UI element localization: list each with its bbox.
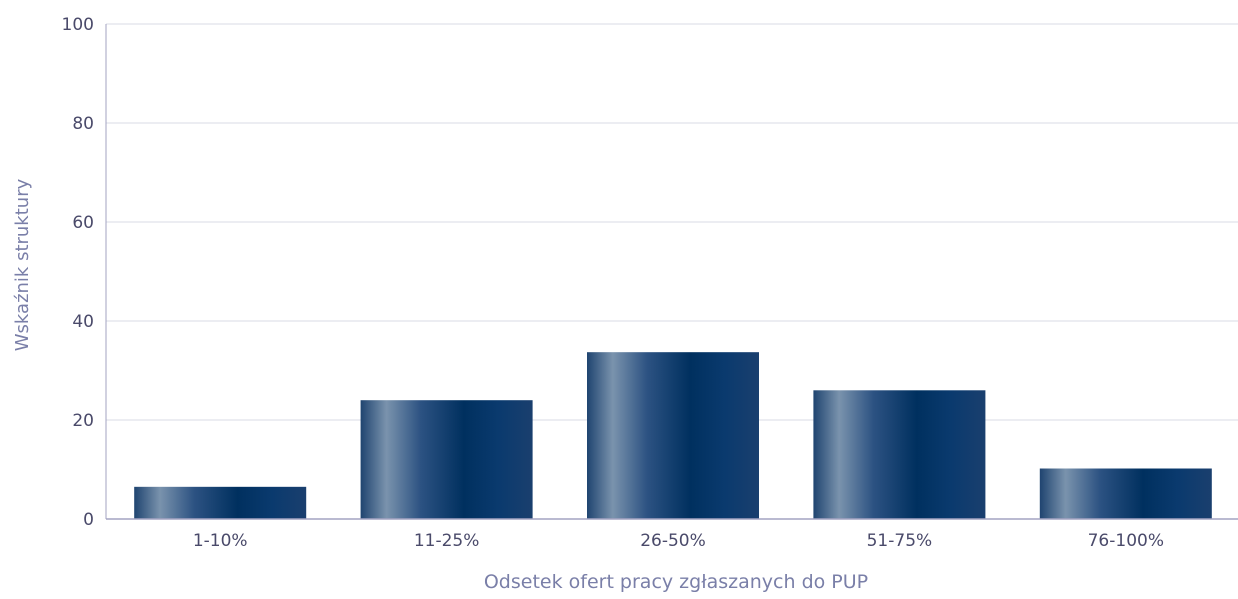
x-tick-label: 11-25%	[414, 531, 480, 551]
bars	[134, 352, 1212, 519]
bar-76-100%	[1039, 468, 1212, 519]
x-axis-title: Odsetek ofert pracy zgłaszanych do PUP	[484, 571, 868, 593]
axes: 0 20 40 60 80 100 1-10% 11-25% 26-50% 51-75% 76-10…	[62, 15, 1238, 551]
y-axis-title: Wskaźnik struktury	[12, 178, 33, 351]
y-tick-label: 20	[72, 411, 94, 431]
y-tick-label: 0	[83, 510, 94, 530]
y-tick-label: 40	[72, 312, 94, 332]
x-tick-label: 51-75%	[867, 531, 933, 551]
bar-51-75%	[813, 390, 986, 519]
y-tick-label: 100	[62, 15, 94, 35]
bar-11-25%	[360, 400, 533, 519]
bar-26-50%	[587, 352, 759, 519]
bar-1-10%	[134, 486, 307, 519]
x-tick-label: 26-50%	[640, 531, 706, 551]
labels: Wskaźnik struktury Odsetek ofert pracy z…	[12, 178, 868, 593]
y-tick-label: 60	[72, 213, 94, 233]
gridlines	[106, 23, 1238, 421]
x-tick-label: 76-100%	[1088, 531, 1164, 551]
x-tick-label: 1-10%	[193, 531, 248, 551]
y-tick-label: 80	[72, 114, 94, 134]
